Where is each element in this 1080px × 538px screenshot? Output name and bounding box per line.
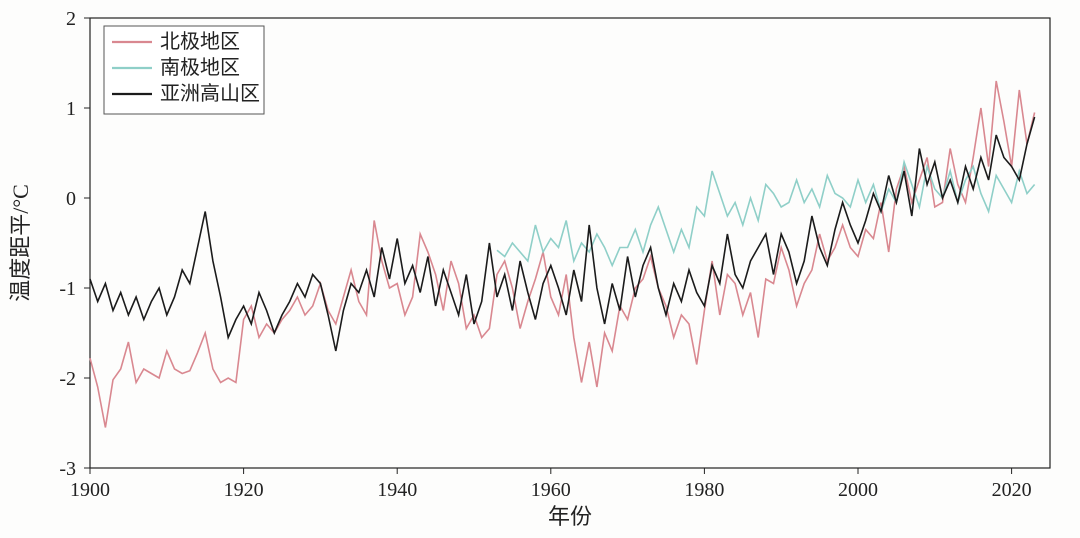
- x-tick-label: 1920: [224, 479, 264, 501]
- y-tick-label: -1: [59, 278, 76, 300]
- y-tick-label: 2: [66, 8, 76, 30]
- x-tick-label: 1940: [377, 479, 417, 501]
- y-tick-label: 0: [66, 188, 76, 210]
- y-tick-label: -3: [59, 458, 76, 480]
- legend-label-2: 亚洲高山区: [160, 82, 260, 105]
- legend-label-1: 南极地区: [160, 56, 240, 79]
- x-axis-label: 年份: [548, 504, 592, 529]
- legend: 北极地区南极地区亚洲高山区: [104, 26, 264, 114]
- x-tick-label: 1900: [70, 479, 110, 501]
- legend-label-0: 北极地区: [160, 30, 240, 53]
- x-tick-label: 1980: [684, 479, 724, 501]
- x-tick-label: 2020: [992, 479, 1032, 501]
- y-axis-label: 温度距平/°C: [8, 184, 33, 302]
- y-tick-label: -2: [59, 368, 76, 390]
- temperature-anomaly-chart: 1900 1920 1940 1960 1980 2000 2020 年份 -3 -2 -1 0 1 2 温…: [0, 0, 1080, 538]
- y-tick-label: 1: [66, 98, 76, 120]
- x-tick-label: 2000: [838, 479, 878, 501]
- chart-container: 1900 1920 1940 1960 1980 2000 2020 年份 -3 -2 -1 0 1 2 温…: [0, 0, 1080, 538]
- x-tick-label: 1960: [531, 479, 571, 501]
